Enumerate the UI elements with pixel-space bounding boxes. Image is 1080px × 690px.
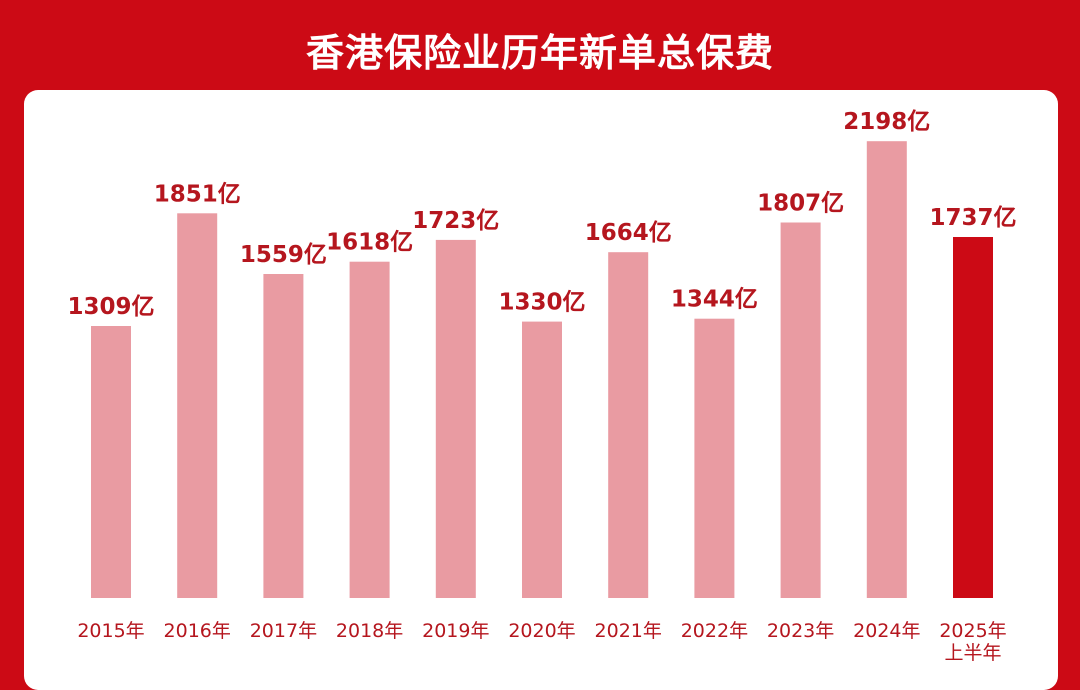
data-label-5: 1330亿 [498,290,585,316]
data-label-10: 1737亿 [929,205,1016,231]
x-tick-label-5: 2020年 [508,620,575,642]
bar-5 [522,321,562,598]
x-tick-label-10: 2025年上半年 [939,620,1006,664]
bar-7 [694,318,735,598]
bar-4 [435,239,476,598]
bar-2 [263,274,304,598]
x-tick-label-7: 2022年 [681,620,748,642]
data-label-4: 1723亿 [412,208,499,234]
x-tick-label-8: 2023年 [767,620,834,642]
x-tick-label-9: 2024年 [853,620,920,642]
bar-6 [608,252,649,598]
data-label-3: 1618亿 [326,230,413,256]
chart-title: 香港保险业历年新单总保费 [305,31,774,75]
data-label-9: 2198亿 [843,109,930,135]
bar-3 [349,261,390,598]
x-tick-label-2: 2017年 [250,620,317,642]
bar-0 [91,326,131,598]
x-tick-label-1: 2016年 [164,620,231,642]
bar-10 [953,237,993,598]
data-label-2: 1559亿 [240,242,327,268]
data-label-6: 1664亿 [585,220,672,246]
x-tick-label-0: 2015年 [77,620,144,642]
data-label-0: 1309亿 [67,294,154,320]
bar-1 [177,213,218,599]
bar-8 [780,222,821,598]
data-label-8: 1807亿 [757,191,844,217]
data-label-7: 1344亿 [671,287,758,313]
x-tick-label-6: 2021年 [595,620,662,642]
data-label-1: 1851亿 [154,181,241,207]
x-tick-label-4: 2019年 [422,620,489,642]
x-tick-label-3: 2018年 [336,620,403,642]
bar-chart: 1309亿 2015年 1851亿 2016年 1559亿 2017年 1618亿 2018年… [67,109,1016,664]
bar-9 [866,141,907,598]
